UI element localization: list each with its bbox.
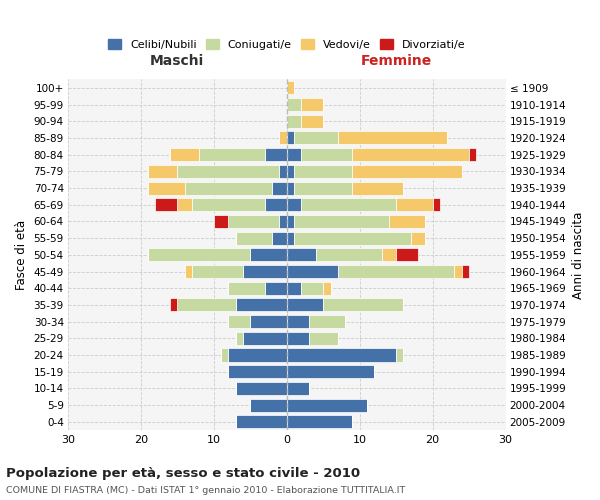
Bar (308, 332, 338, 345)
Bar (250, 398, 287, 411)
Bar (287, 265, 338, 278)
Bar (287, 232, 294, 244)
Bar (265, 148, 287, 161)
Bar (301, 198, 396, 211)
Bar (229, 348, 287, 362)
Bar (214, 215, 229, 228)
Bar (250, 315, 287, 328)
Bar (287, 114, 301, 128)
Bar (221, 348, 229, 362)
Bar (294, 182, 352, 194)
Bar (308, 315, 345, 328)
Bar (287, 416, 352, 428)
Bar (462, 265, 469, 278)
Bar (192, 265, 243, 278)
Bar (250, 248, 287, 262)
Bar (265, 198, 287, 211)
Bar (229, 282, 265, 294)
Bar (236, 416, 287, 428)
Bar (272, 182, 287, 194)
Legend: Celibi/Nubili, Coniugati/e, Vedovi/e, Divorziati/e: Celibi/Nubili, Coniugati/e, Vedovi/e, Di… (108, 40, 466, 50)
Bar (294, 165, 352, 178)
Bar (301, 98, 323, 111)
Bar (243, 265, 287, 278)
Bar (236, 332, 243, 345)
Bar (389, 215, 425, 228)
Bar (185, 182, 272, 194)
Bar (287, 365, 374, 378)
Bar (338, 132, 447, 144)
Bar (280, 165, 287, 178)
Bar (396, 248, 418, 262)
Bar (454, 265, 462, 278)
Bar (301, 114, 323, 128)
Bar (433, 198, 440, 211)
Bar (287, 165, 294, 178)
Bar (287, 315, 308, 328)
Bar (148, 182, 185, 194)
Bar (280, 132, 287, 144)
Bar (294, 132, 338, 144)
Bar (287, 298, 323, 312)
Bar (287, 182, 294, 194)
Bar (229, 365, 287, 378)
Bar (148, 165, 178, 178)
Bar (411, 232, 425, 244)
Bar (178, 198, 192, 211)
Bar (382, 248, 396, 262)
Bar (316, 248, 382, 262)
Text: Popolazione per età, sesso e stato civile - 2010: Popolazione per età, sesso e stato civil… (6, 468, 360, 480)
Bar (352, 165, 462, 178)
Bar (287, 282, 301, 294)
Bar (287, 248, 316, 262)
Y-axis label: Fasce di età: Fasce di età (15, 220, 28, 290)
Bar (280, 215, 287, 228)
Bar (178, 298, 236, 312)
Bar (178, 165, 280, 178)
Text: Maschi: Maschi (150, 54, 205, 68)
Bar (192, 198, 265, 211)
Bar (338, 265, 454, 278)
Bar (155, 198, 178, 211)
Bar (243, 332, 287, 345)
Bar (287, 148, 301, 161)
Bar (352, 148, 469, 161)
Bar (229, 215, 280, 228)
Bar (294, 232, 411, 244)
Bar (236, 382, 287, 395)
Bar (287, 132, 294, 144)
Bar (236, 298, 287, 312)
Text: COMUNE DI FIASTRA (MC) - Dati ISTAT 1° gennaio 2010 - Elaborazione TUTTITALIA.IT: COMUNE DI FIASTRA (MC) - Dati ISTAT 1° g… (6, 486, 405, 495)
Bar (287, 332, 308, 345)
Bar (287, 198, 301, 211)
Bar (301, 148, 352, 161)
Bar (236, 232, 272, 244)
Bar (396, 198, 433, 211)
Bar (148, 248, 250, 262)
Bar (272, 232, 287, 244)
Bar (287, 398, 367, 411)
Bar (185, 265, 192, 278)
Bar (199, 148, 265, 161)
Bar (352, 182, 403, 194)
Bar (287, 215, 294, 228)
Bar (323, 282, 331, 294)
Bar (287, 348, 396, 362)
Bar (287, 98, 301, 111)
Bar (396, 348, 403, 362)
Bar (229, 315, 250, 328)
Bar (265, 282, 287, 294)
Bar (469, 148, 476, 161)
Bar (301, 282, 323, 294)
Bar (170, 298, 178, 312)
Bar (287, 382, 308, 395)
Y-axis label: Anni di nascita: Anni di nascita (572, 211, 585, 298)
Bar (323, 298, 403, 312)
Bar (294, 215, 389, 228)
Bar (287, 82, 294, 94)
Bar (170, 148, 199, 161)
Text: Femmine: Femmine (361, 54, 432, 68)
